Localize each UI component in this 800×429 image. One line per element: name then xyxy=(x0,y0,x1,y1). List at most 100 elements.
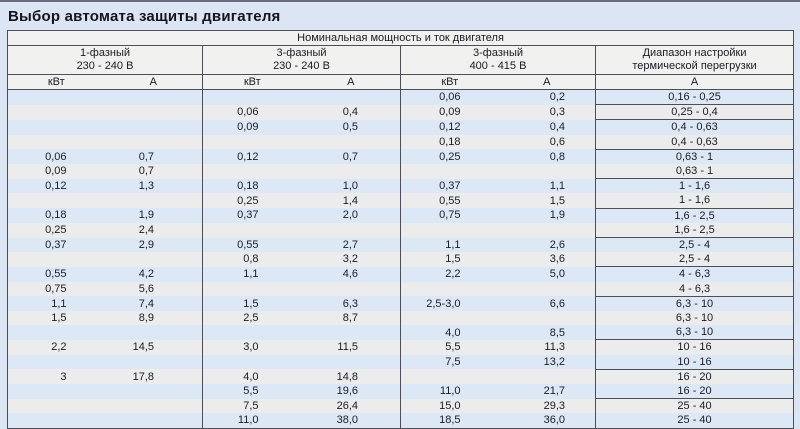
cell-overload-range: 25 - 40 xyxy=(594,398,794,414)
cell-3ph230-kw: 0,09 xyxy=(202,119,302,135)
table-row: 0,25 1,4 0,55 1,5 1 - 1,6 xyxy=(7,193,794,209)
cell-1ph-kw: 2,2 xyxy=(51,341,67,354)
cell-3ph230-kw xyxy=(202,89,302,105)
table-row: 0,18 0,6 0,4 - 0,63 xyxy=(7,134,794,150)
cell-1ph-a xyxy=(105,135,203,150)
table-row: 0,06 0,7 0,12 0,7 0,25 0,8 0,63 - 1 xyxy=(7,149,794,165)
cell-1ph-kw xyxy=(8,193,105,208)
cell-1ph-a: 1,9 xyxy=(138,209,154,222)
cell-overload-range: 1,6 - 2,5 xyxy=(594,208,794,223)
cell-3ph400-kw: 0,18 xyxy=(400,134,499,150)
section-phase-label: 3-фазный xyxy=(276,46,327,59)
cell-3ph400-a: 11,3 xyxy=(544,341,565,354)
cell-3ph400-a: 6,6 xyxy=(549,297,565,310)
cell-3ph400-kw: 0,55 xyxy=(400,193,499,209)
cell-3ph230-a: 26,4 xyxy=(336,400,358,413)
section-voltage-label: 230 - 240 В xyxy=(76,60,134,72)
cell-3ph400-a: 2,6 xyxy=(549,238,565,251)
cell-1ph-a xyxy=(105,90,203,105)
cell-1ph-kw xyxy=(8,90,105,105)
table-row: 7,5 26,4 15,0 29,3 25 - 40 xyxy=(7,398,794,414)
cell-1ph-a xyxy=(105,252,203,267)
cell-3ph230-kw: 0,37 xyxy=(202,208,302,223)
cell-3ph400-kw: 7,5 xyxy=(400,354,499,370)
unit-header-a-3ph-230: А xyxy=(301,74,401,90)
table-row: 0,06 0,4 0,09 0,3 0,25 - 0,4 xyxy=(7,104,794,121)
cell-3ph400-a xyxy=(499,282,596,297)
unit-header-a-range: А xyxy=(594,74,794,90)
table-header: Номинальная мощность и ток двигателя 1-ф… xyxy=(7,30,794,90)
cell-1ph-a: 2,9 xyxy=(138,238,154,251)
cell-3ph400-kw: 11,0 xyxy=(400,384,499,399)
cell-3ph230-kw: 1,1 xyxy=(202,266,302,282)
cell-1ph-kw: 0,06 xyxy=(45,150,67,163)
cell-3ph400-a: 0,4 xyxy=(549,121,565,134)
cell-3ph400-a xyxy=(499,164,596,179)
cell-3ph230-a: 3,2 xyxy=(342,253,358,266)
cell-3ph230-kw xyxy=(202,281,302,297)
cell-3ph400-kw: 1,5 xyxy=(400,252,499,267)
cell-overload-range: 6,3 - 10 xyxy=(594,325,794,341)
motor-protection-table: Номинальная мощность и ток двигателя 1-ф… xyxy=(7,30,795,429)
table-row: 1,1 7,4 1,5 6,3 2,5-3,0 6,6 6,3 - 10 xyxy=(7,296,794,312)
table-row: 0,09 0,7 0,63 - 1 xyxy=(7,164,794,180)
cell-1ph-kw: 1,5 xyxy=(51,312,67,325)
cell-3ph400-a: 0,6 xyxy=(549,135,565,148)
cell-3ph230-kw: 2,5 xyxy=(202,311,302,326)
cell-1ph-a xyxy=(105,325,203,340)
cell-3ph230-kw xyxy=(202,354,302,370)
cell-1ph-a: 2,4 xyxy=(138,224,154,237)
cell-3ph400-kw: 5,5 xyxy=(400,339,499,355)
cell-3ph400-kw: 0,12 xyxy=(400,119,499,135)
cell-1ph-a: 17,8 xyxy=(132,370,154,383)
unit-header-row: кВт А кВт А кВт А А xyxy=(7,74,794,90)
cell-3ph400-kw: 2,2 xyxy=(400,266,499,282)
cell-3ph400-kw xyxy=(400,311,499,326)
cell-1ph-a xyxy=(105,355,203,370)
cell-1ph-kw: 3 xyxy=(60,370,67,383)
cell-3ph230-a: 2,7 xyxy=(342,238,358,251)
cell-3ph400-a xyxy=(499,311,596,325)
cell-3ph230-a: 0,7 xyxy=(342,150,358,163)
table-row: 3 17,8 4,0 14,8 16 - 20 xyxy=(7,369,794,385)
cell-3ph230-a: 1,0 xyxy=(342,179,358,192)
table-row: 0,09 0,5 0,12 0,4 0,4 - 0,63 xyxy=(7,119,794,135)
section-header-1ph-230: 1-фазный 230 - 240 В xyxy=(7,45,203,75)
cell-overload-range: 6,3 - 10 xyxy=(594,311,794,326)
cell-3ph400-kw xyxy=(400,281,499,297)
unit-header-kw-3ph-400: кВт xyxy=(400,74,499,90)
section-phase-label: 3-фазный xyxy=(473,46,523,59)
cell-3ph230-a xyxy=(302,90,401,105)
cell-1ph-a: 5,6 xyxy=(138,282,154,295)
cell-3ph400-kw: 15,0 xyxy=(400,398,499,414)
section-header-row: 1-фазный 230 - 240 В 3-фазный 230 - 240 … xyxy=(7,45,794,75)
unit-header-a-1ph: А xyxy=(104,74,203,90)
cell-3ph230-kw xyxy=(202,164,302,179)
table-row: 0,8 3,2 1,5 3,6 2,5 - 4 xyxy=(7,252,794,268)
cell-3ph400-a xyxy=(499,223,596,238)
cell-3ph400-kw: 0,09 xyxy=(400,104,499,120)
cell-1ph-kw xyxy=(8,325,105,340)
cell-3ph230-a xyxy=(302,164,401,179)
cell-3ph400-kw: 4,0 xyxy=(400,325,499,340)
unit-header-kw-1ph: кВт xyxy=(7,74,105,90)
cell-1ph-a: 1,3 xyxy=(138,179,154,192)
cell-1ph-a xyxy=(105,193,203,208)
cell-overload-range: 0,16 - 0,25 xyxy=(594,89,794,106)
cell-1ph-a xyxy=(105,399,203,414)
cell-1ph-a: 7,4 xyxy=(138,297,154,310)
cell-1ph-kw: 0,75 xyxy=(45,282,67,295)
cell-3ph230-kw: 4,0 xyxy=(202,369,302,385)
section-phase-label: 1-фазный xyxy=(80,46,130,59)
cell-overload-range: 0,25 - 0,4 xyxy=(594,104,794,121)
cell-3ph400-a: 1,9 xyxy=(549,209,565,222)
cell-1ph-kw xyxy=(8,120,105,135)
cell-3ph230-a xyxy=(302,355,401,370)
cell-1ph-kw: 0,25 xyxy=(45,224,67,237)
table-row: 0,06 0,2 0,16 - 0,25 xyxy=(7,89,794,106)
section-header-3ph-400: 3-фазный 400 - 415 В xyxy=(400,45,596,75)
table-row: 2,2 14,5 3,0 11,5 5,5 11,3 10 - 16 xyxy=(7,339,794,355)
cell-3ph400-a: 0,3 xyxy=(549,106,565,119)
table-row: 0,18 1,9 0,37 2,0 0,75 1,9 1,6 - 2,5 xyxy=(7,208,794,223)
